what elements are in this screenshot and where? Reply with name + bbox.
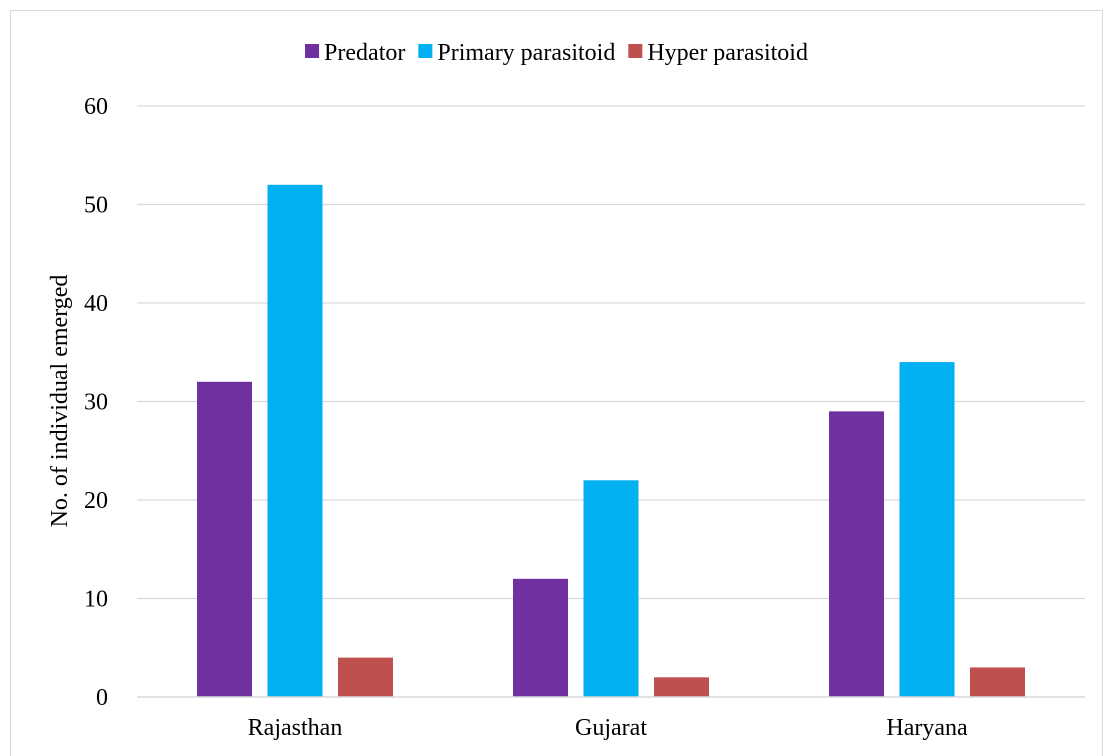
y-axis-ticks: 0 10 20 30 40 50 60 — [84, 94, 108, 711]
bar-predator-haryana — [829, 411, 884, 697]
y-tick-label: 0 — [96, 685, 108, 711]
bar-predator-gujarat — [513, 578, 568, 697]
bars — [197, 184, 1025, 698]
x-category-label: Haryana — [886, 715, 968, 741]
legend-label: Predator — [324, 40, 405, 66]
bar-primary-parasitoid-gujarat — [583, 480, 639, 697]
x-category-label: Gujarat — [575, 715, 647, 741]
legend-swatch — [418, 44, 433, 58]
bar-hyper-parasitoid-rajasthan — [338, 657, 393, 697]
legend-swatch — [305, 44, 320, 58]
y-tick-label: 20 — [84, 488, 108, 514]
bar-primary-parasitoid-rajasthan — [267, 184, 323, 698]
legend-label: Primary parasitoid — [437, 40, 615, 66]
legend: Predator Primary parasitoid Hyper parasito… — [305, 40, 808, 66]
y-tick-label: 50 — [84, 193, 108, 219]
bar-hyper-parasitoid-haryana — [970, 667, 1025, 697]
x-axis-categories: Rajasthan Gujarat Haryana — [248, 715, 968, 741]
legend-label: Hyper parasitoid — [647, 40, 808, 66]
bar-predator-rajasthan — [197, 381, 252, 697]
bar-hyper-parasitoid-gujarat — [654, 677, 709, 697]
y-tick-label: 10 — [84, 587, 108, 613]
legend-swatch — [628, 44, 643, 58]
x-category-label: Rajasthan — [248, 715, 343, 741]
legend-item: Hyper parasitoid — [628, 40, 808, 66]
y-tick-label: 40 — [84, 291, 108, 317]
legend-item: Primary parasitoid — [418, 40, 615, 66]
legend-item: Predator — [305, 40, 405, 66]
y-axis-label: No. of individual emerged — [47, 275, 73, 528]
bar-primary-parasitoid-haryana — [899, 362, 955, 697]
y-tick-label: 30 — [84, 390, 108, 416]
y-tick-label: 60 — [84, 94, 108, 120]
